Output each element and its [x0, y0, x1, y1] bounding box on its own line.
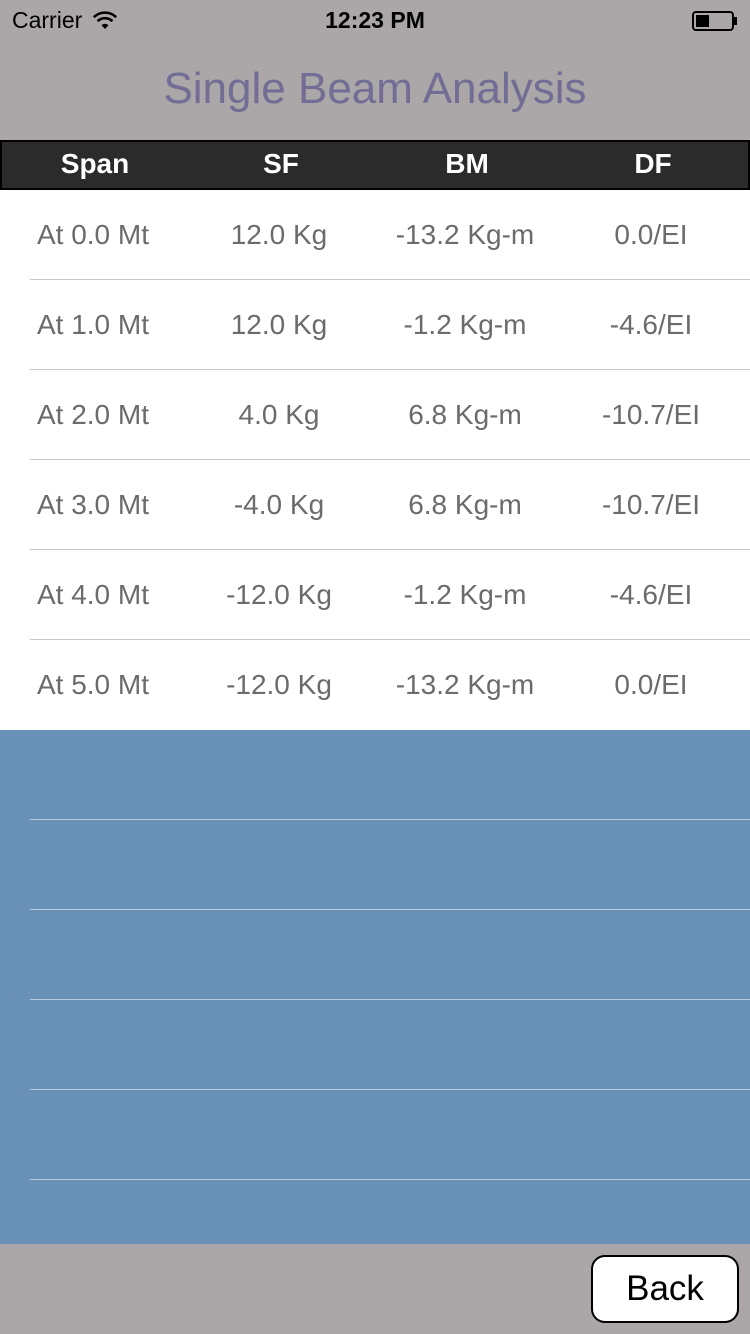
- df-cell: -4.6/EI: [609, 579, 693, 610]
- span-cell: At 1.0 Mt: [36, 309, 150, 340]
- status-bar: Carrier 12:23 PM: [0, 0, 750, 40]
- span-cell: At 4.0 Mt: [36, 579, 150, 610]
- bm-cell: -13.2 Kg-m: [395, 669, 535, 700]
- header-sf: SF: [263, 148, 299, 179]
- status-time: 12:23 PM: [325, 7, 425, 33]
- table-row: At 0.0 Mt 12.0 Kg -13.2 Kg-m 0.0/EI: [0, 190, 750, 280]
- sf-cell: 4.0 Kg: [238, 399, 320, 430]
- row-divider: [30, 819, 750, 820]
- table-header: Span SF BM DF: [0, 140, 750, 190]
- table-row: At 5.0 Mt -12.0 Kg -13.2 Kg-m 0.0/EI: [0, 640, 750, 730]
- wifi-icon: [93, 10, 118, 29]
- bm-cell: -1.2 Kg-m: [403, 579, 527, 610]
- span-cell: At 3.0 Mt: [36, 489, 150, 520]
- carrier-label: Carrier: [12, 7, 83, 33]
- empty-row: [0, 910, 750, 1000]
- sf-cell: -12.0 Kg: [226, 669, 332, 700]
- bm-cell: -13.2 Kg-m: [395, 219, 535, 250]
- header-df: DF: [634, 148, 672, 179]
- df-cell: 0.0/EI: [614, 219, 688, 250]
- row-divider: [30, 639, 750, 640]
- row-divider: [30, 549, 750, 550]
- results-table[interactable]: At 0.0 Mt 12.0 Kg -13.2 Kg-m 0.0/EI At 1…: [0, 190, 750, 1244]
- sf-cell: 12.0 Kg: [230, 309, 328, 340]
- carrier-indicator: Carrier: [12, 7, 118, 34]
- sf-cell: -12.0 Kg: [226, 579, 332, 610]
- span-cell: At 5.0 Mt: [36, 669, 150, 700]
- row-divider: [30, 1179, 750, 1180]
- empty-row: [0, 1000, 750, 1090]
- row-divider: [30, 909, 750, 910]
- row-divider: [30, 279, 750, 280]
- span-cell: At 2.0 Mt: [36, 399, 150, 430]
- df-cell: -10.7/EI: [601, 489, 701, 520]
- table-row: At 4.0 Mt -12.0 Kg -1.2 Kg-m -4.6/EI: [0, 550, 750, 640]
- empty-row: [0, 1090, 750, 1180]
- sf-cell: -4.0 Kg: [233, 489, 325, 520]
- row-divider: [30, 369, 750, 370]
- row-divider: [30, 999, 750, 1000]
- back-button[interactable]: Back: [591, 1255, 739, 1323]
- bm-cell: 6.8 Kg-m: [408, 489, 522, 520]
- bm-cell: 6.8 Kg-m: [408, 399, 522, 430]
- df-cell: -10.7/EI: [601, 399, 701, 430]
- header-span: Span: [60, 148, 130, 179]
- header-bm: BM: [445, 148, 489, 179]
- battery-icon: [692, 11, 737, 31]
- row-divider: [30, 459, 750, 460]
- table-row: At 3.0 Mt -4.0 Kg 6.8 Kg-m -10.7/EI: [0, 460, 750, 550]
- table-row: At 1.0 Mt 12.0 Kg -1.2 Kg-m -4.6/EI: [0, 280, 750, 370]
- empty-row: [0, 730, 750, 820]
- bm-cell: -1.2 Kg-m: [403, 309, 527, 340]
- span-cell: At 0.0 Mt: [36, 219, 150, 250]
- sf-cell: 12.0 Kg: [230, 219, 328, 250]
- df-cell: -4.6/EI: [609, 309, 693, 340]
- empty-row: [0, 820, 750, 910]
- table-row: At 2.0 Mt 4.0 Kg 6.8 Kg-m -10.7/EI: [0, 370, 750, 460]
- df-cell: 0.0/EI: [614, 669, 688, 700]
- row-divider: [30, 1089, 750, 1090]
- page-title: Single Beam Analysis: [163, 64, 587, 113]
